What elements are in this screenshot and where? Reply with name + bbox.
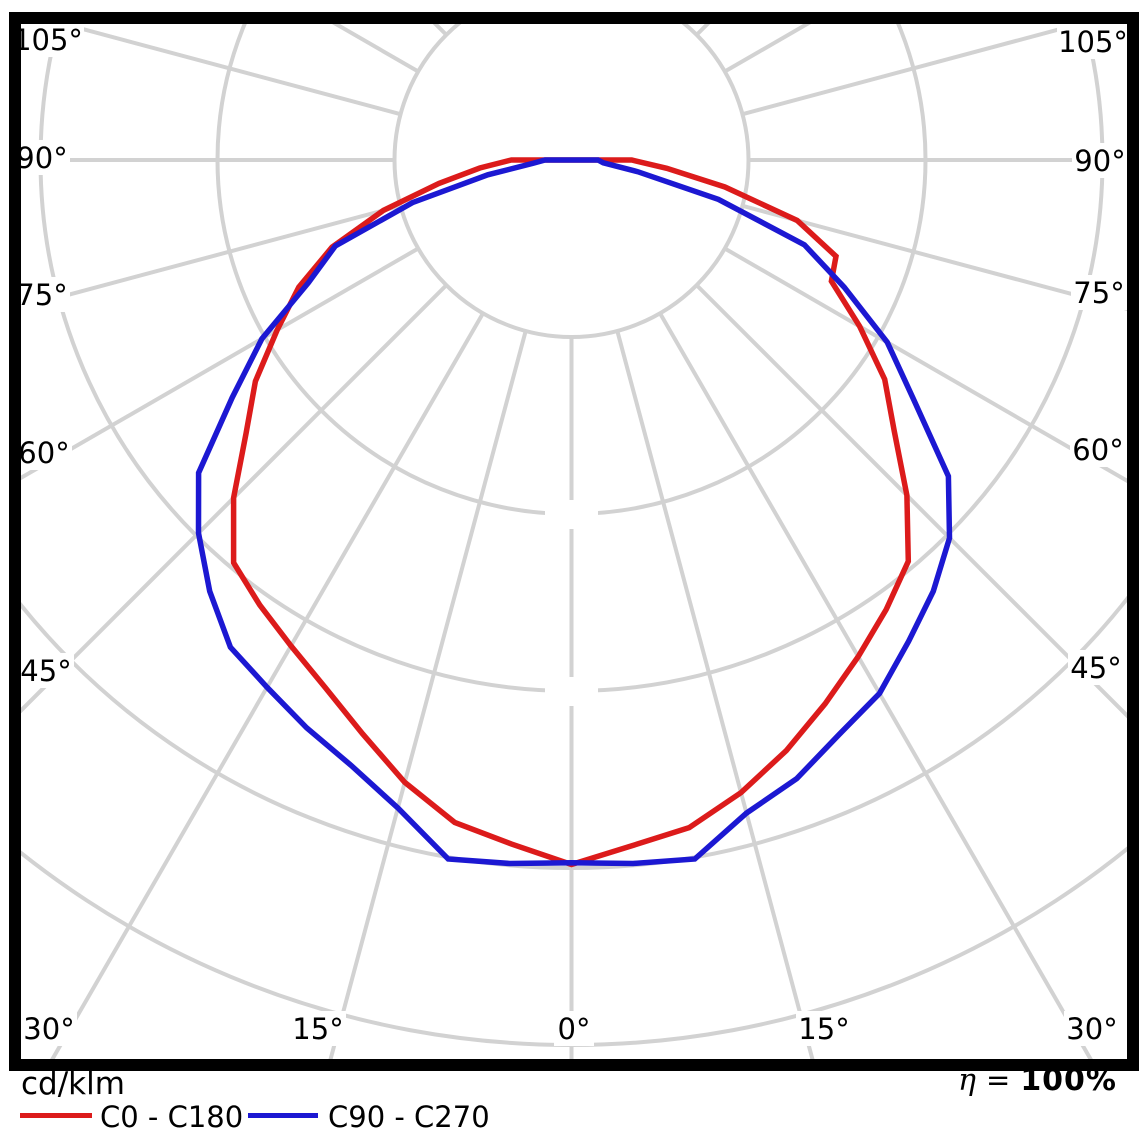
angle-label-bg [554,1011,594,1046]
angle-label: 60° [18,436,69,470]
angle-label-bg [796,1011,852,1046]
angle-label-bg [1071,275,1127,310]
angle-label: 75° [1073,276,1124,310]
angle-label-bg [1070,432,1126,467]
angle-label: 45° [1070,651,1121,685]
angle-label-bg [21,24,84,57]
grid-spoke [56,24,401,116]
axis-label-knockout [545,500,598,529]
angle-label-bg [21,653,74,688]
angle-label: 0° [558,1012,591,1046]
angle-label-bg [1068,650,1124,685]
grid-spoke [658,313,1093,1059]
grid-spoke [328,331,528,1059]
grid-spoke [0,0,483,6]
grid-spoke [615,331,815,1059]
angle-label: 60° [1072,433,1123,467]
plot-frame [9,12,1139,1071]
angle-label: 45° [20,654,71,688]
grid-spoke [50,313,485,1059]
angle-label-bg [21,277,70,312]
angle-label: 30° [23,1012,74,1046]
angle-label: 75° [16,278,67,312]
angle-label: 90° [1074,144,1125,178]
grid-spoke [742,24,1087,116]
grid-spoke [661,0,1142,6]
angle-label-bg [21,140,70,175]
legend-line-c90-c270 [248,1113,318,1118]
angle-label-bg [21,1011,77,1046]
grid-spoke [21,204,401,310]
eta-value: 100% [1020,1063,1117,1098]
grid-spoke [724,247,1128,484]
angle-label: 30° [1066,1012,1117,1046]
unit-label: cd/klm [21,1066,125,1102]
angle-label: 90° [16,141,67,175]
legend-line-c0-c180 [20,1113,92,1118]
grid-spoke [742,204,1128,312]
legend-label-c0-c180: C0 - C180 [100,1100,244,1132]
angle-label: 105° [13,23,83,57]
curve-c90-c270 [195,157,953,867]
grid-spoke [21,284,448,714]
angle-label-bg [290,1011,346,1046]
angle-label: 105° [1058,25,1128,59]
angle-label-bg [1072,143,1128,178]
grid-spoke [695,284,1128,720]
eta-equals: = [986,1063,1011,1097]
curve-c0-c180 [230,157,912,868]
angle-label-bg [1064,1011,1120,1046]
legend-label-c90-c270: C90 - C270 [328,1100,490,1132]
grid-ring [392,24,751,339]
efficiency-readout: η = 100% [958,1063,1117,1098]
eta-symbol: η [958,1063,976,1098]
angle-label: 15° [798,1012,849,1046]
angle-label-bg [1057,24,1128,59]
angle-label: 15° [292,1012,343,1046]
grid-spoke [21,247,419,481]
axis-label-knockout [545,677,598,706]
angle-label-bg [21,435,72,470]
